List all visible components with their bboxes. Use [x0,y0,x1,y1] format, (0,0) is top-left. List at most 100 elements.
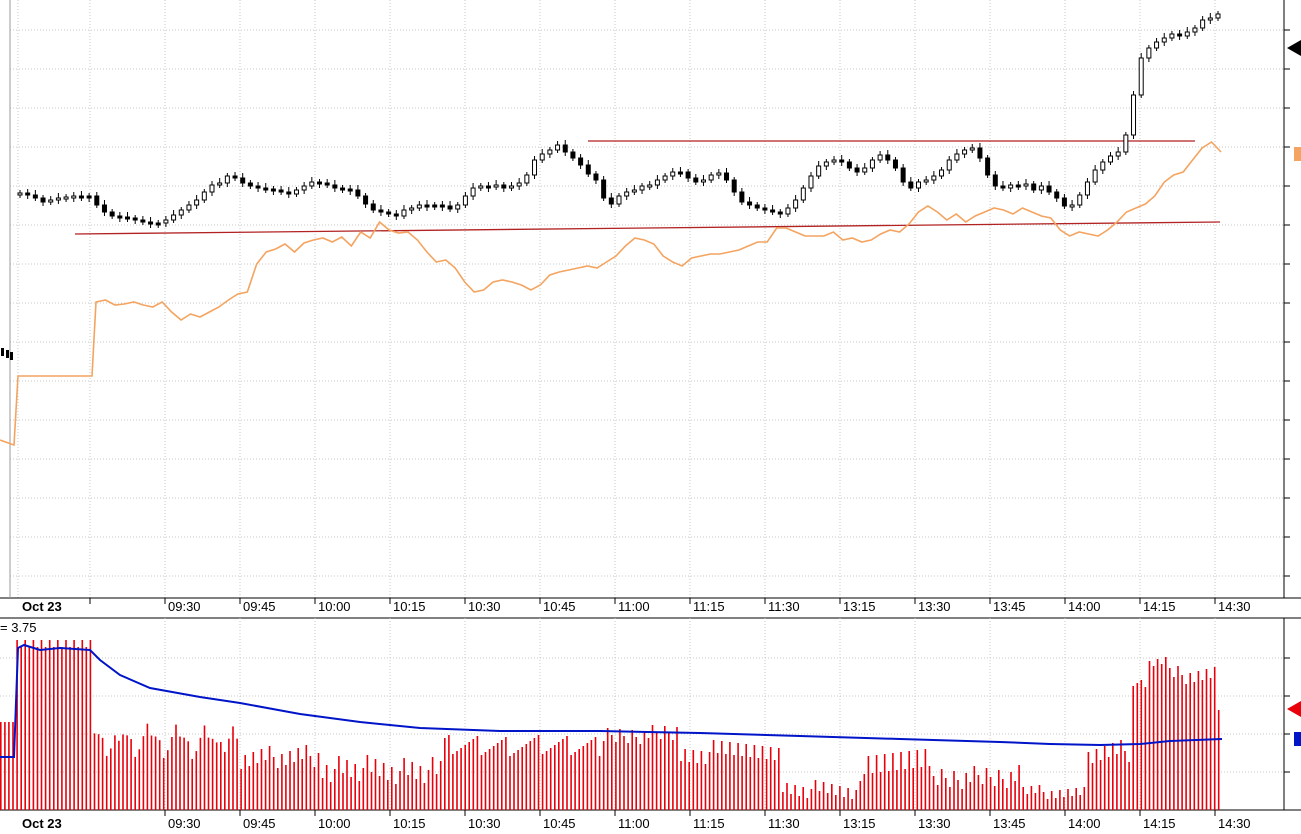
candle [324,182,330,186]
volume-bar [940,769,943,810]
candle [585,164,591,175]
volume-bar [346,760,348,810]
volume-bar [154,736,157,810]
candle [931,175,937,181]
candle [1200,19,1206,29]
candle [1069,204,1075,208]
candle [816,165,822,177]
candle [916,181,921,189]
volume-time-tick-label: 11:30 [768,816,800,829]
volume-bar [215,742,218,810]
volume-bar [769,747,772,810]
volume-bar [277,768,279,810]
candle [854,167,860,173]
volume-bar [167,750,169,810]
volume-bar [745,744,747,810]
volume-bar [932,776,935,810]
volume-bar [696,763,699,810]
volume-bar [1185,684,1187,810]
volume-bar [594,737,597,810]
volume-bar [28,647,31,810]
volume-bar [708,752,711,810]
volume-bar [753,745,756,810]
volume-bar [118,740,120,810]
volume-bar [945,778,947,810]
candle [455,204,461,210]
volume-bar [260,749,263,810]
volume-bar [757,758,760,810]
candle [48,199,54,203]
candle [293,189,299,195]
volume-bar [69,647,71,810]
volume-bar [957,780,959,810]
volume-bar [448,735,450,810]
volume-bar [325,765,328,810]
volume-bar [541,754,544,810]
volume-bar [1193,682,1196,810]
candle [1031,183,1037,191]
volume-bar [566,736,568,810]
candle [1092,169,1098,183]
volume-average-marker-icon [1294,732,1301,746]
volume-bar [1103,746,1106,810]
volume-bar [93,733,96,810]
support-line [74,221,1221,235]
candle [823,161,829,167]
volume-bar [786,783,788,810]
price-time-tick-label: 11:00 [618,599,650,614]
volume-bar [415,779,418,810]
candle [962,149,968,155]
volume-bar [1046,799,1049,810]
volume-bar [1156,659,1159,810]
volume-bar [590,740,593,810]
volume-bar [570,755,572,810]
volume-bar [676,727,678,810]
candle [1207,17,1213,21]
volume-bar [879,772,882,810]
candle [217,182,223,186]
volume-bar [814,780,817,810]
candle [178,209,184,216]
volume-bar [1160,664,1163,810]
volume-bar [399,771,401,810]
volume-bar [65,640,67,810]
volume-bar [435,774,438,810]
candle [1192,27,1198,33]
candle [286,191,292,195]
volume-time-tick-label: 10:15 [393,816,426,829]
volume-bar [329,782,332,810]
volume-bar [712,740,715,810]
volume-bar [659,739,662,810]
volume-bar [716,753,719,810]
price-time-tick-label: 10:45 [543,599,576,614]
volume-bar [851,799,853,810]
candle [662,175,668,181]
volume-bar [867,756,870,810]
volume-bar [517,750,519,810]
volume-bar [484,752,487,810]
volume-bar [370,772,373,810]
candle [846,161,852,169]
volume-time-tick-label: 13:15 [843,816,876,829]
candle [1008,184,1014,189]
volume-bar [272,757,275,810]
volume-bar [138,749,141,810]
overlay-marker-icon [1294,147,1301,161]
volume-bar [264,760,267,810]
volume-bar [407,775,409,810]
volume-bar [1128,762,1130,810]
price-axis: Oct 23 09:30 09:45 10:00 10:15 10:30 10:45 11:0… [22,598,1251,614]
volume-bar [1173,677,1175,810]
candle [1215,13,1221,19]
candle [301,185,307,191]
volume-bar [1116,754,1118,810]
volume-bar [611,735,613,810]
volume-bar [480,755,483,810]
volume-bar [134,756,136,810]
volume-bar [374,759,377,810]
candle [885,154,891,161]
volume-time-tick-label: 10:00 [318,816,351,829]
volume-time-tick-label: 10:45 [543,816,576,829]
candle [562,144,568,153]
volume-bar [688,762,690,810]
